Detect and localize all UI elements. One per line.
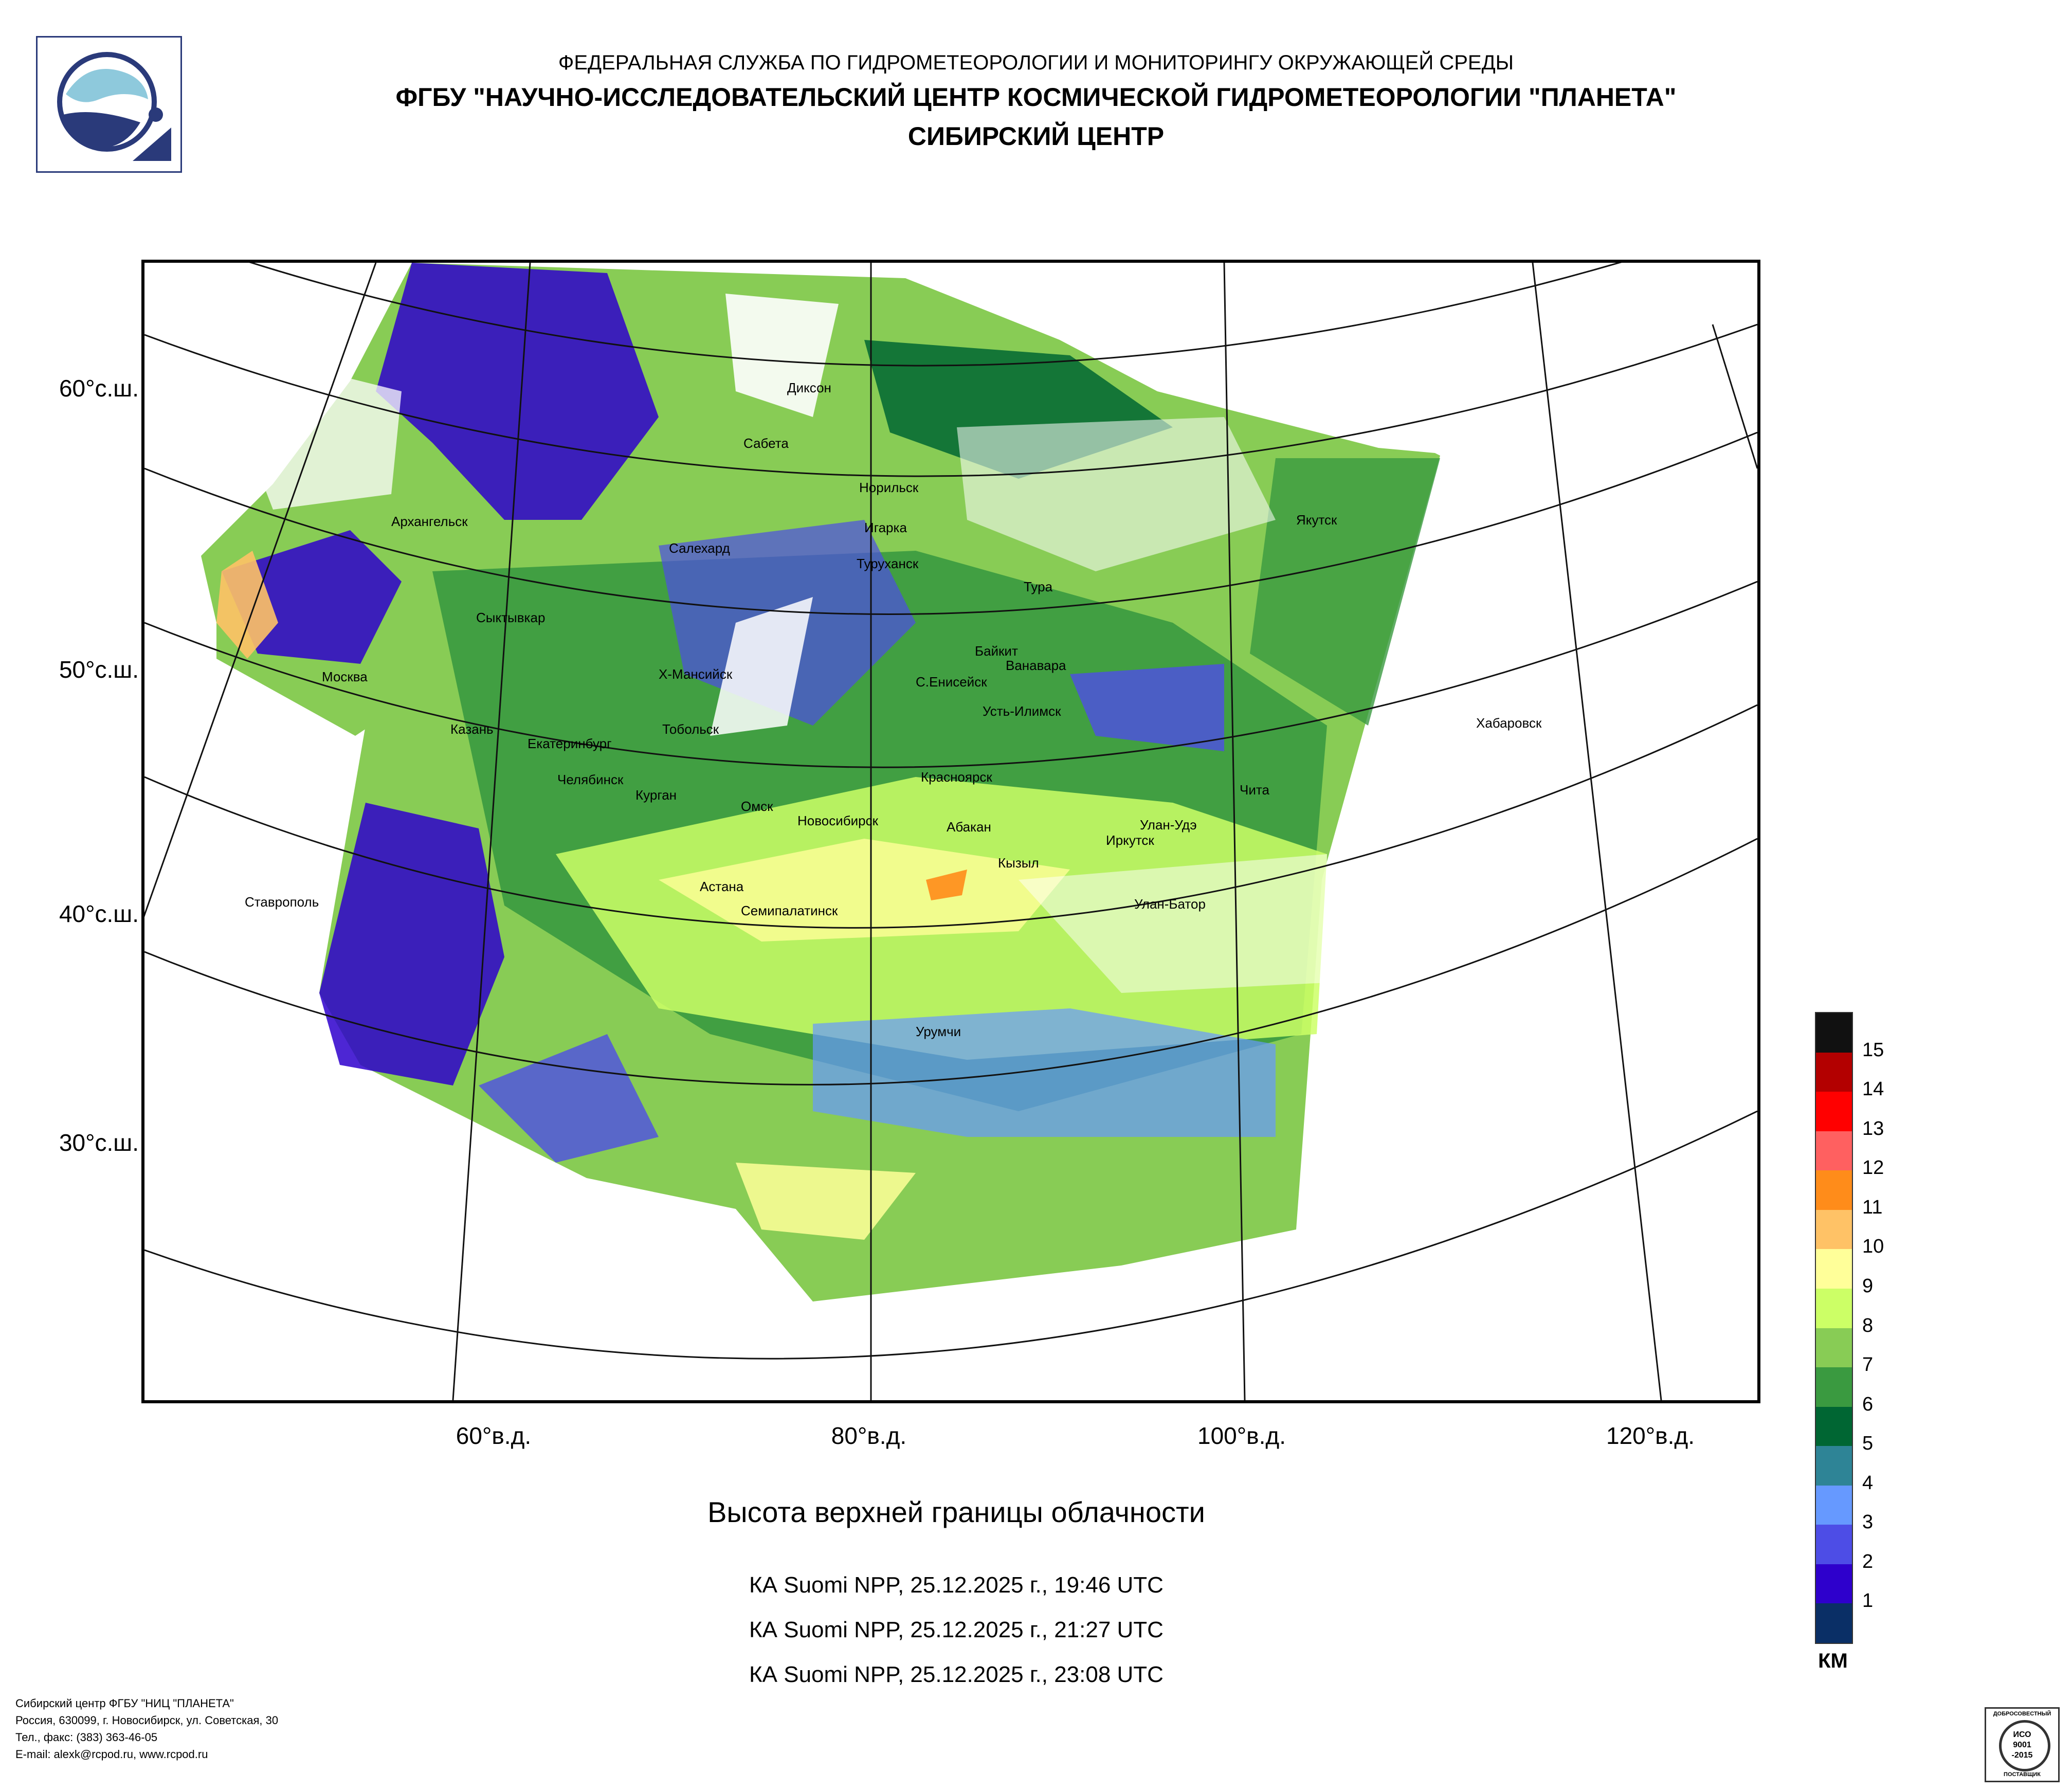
legend-swatch	[1816, 1328, 1852, 1368]
footer-address: Россия, 630099, г. Новосибирск, ул. Сове…	[15, 1714, 279, 1727]
center-name: СИБИРСКИЙ ЦЕНТР	[907, 122, 1165, 151]
satellite-pass: КА Suomi NPP, 25.12.2025 г., 21:27 UTC	[749, 1617, 1164, 1642]
cert-top: ДОБРОСОВЕСТНЫЙ	[1993, 1711, 2051, 1717]
city-label: Абакан	[947, 819, 991, 835]
legend-label: 3	[1862, 1511, 1874, 1533]
city-label: Архангельск	[391, 514, 468, 529]
city-label: Якутск	[1296, 512, 1337, 528]
city-label: Норильск	[859, 480, 919, 495]
city-label: Диксон	[787, 380, 831, 395]
legend-swatch	[1816, 1131, 1852, 1171]
legend-label: 10	[1862, 1236, 1884, 1258]
map-title: Высота верхней границы облачности	[707, 1496, 1205, 1528]
city-label: Астана	[700, 879, 744, 894]
legend-swatch	[1816, 1406, 1852, 1446]
legend-label: 9	[1862, 1275, 1874, 1297]
legend-swatch	[1816, 1209, 1852, 1250]
city-label: Тобольск	[662, 721, 719, 737]
map-canvas	[144, 263, 1757, 1400]
legend-label: 7	[1862, 1354, 1874, 1376]
city-label: Урумчи	[916, 1024, 961, 1039]
legend-swatch	[1816, 1367, 1852, 1407]
legend-label: 2	[1862, 1550, 1874, 1572]
cert-line1: ИСО	[2013, 1730, 2031, 1739]
city-label: Семипалатинск	[741, 903, 838, 918]
lon-label: 120°в.д.	[1606, 1422, 1695, 1449]
legend-label: 6	[1862, 1393, 1874, 1415]
city-label: Ставрополь	[245, 894, 319, 910]
planeta-logo	[36, 36, 182, 173]
legend-label: 5	[1862, 1433, 1874, 1455]
lat-label: 40°с.ш.	[59, 900, 139, 927]
lat-label: 50°с.ш.	[59, 656, 139, 683]
cloud-top-height-map: Диксон Сабета Норильск Игарка Туруханск …	[141, 260, 1760, 1403]
legend-swatch	[1816, 1092, 1852, 1132]
city-label: Улан-Удэ	[1140, 817, 1197, 833]
legend-label: 1	[1862, 1590, 1874, 1612]
footer-org: Сибирский центр ФГБУ "НИЦ "ПЛАНЕТА"	[15, 1697, 234, 1710]
legend-label: 4	[1862, 1472, 1874, 1494]
city-label: Туруханск	[857, 556, 919, 571]
city-label: Сыктывкар	[476, 610, 546, 625]
footer-phone: Тел., факс: (383) 363-46-05	[15, 1731, 158, 1744]
legend-label: 14	[1862, 1078, 1884, 1100]
city-label: С.Енисейск	[916, 674, 987, 690]
cert-line3: -2015	[2011, 1751, 2033, 1760]
iso-certificate-badge: ДОБРОСОВЕСТНЫЙ ИСО 9001 -2015 ПОСТАВЩИК	[1985, 1707, 2060, 1782]
legend-swatch	[1816, 1485, 1852, 1525]
legend-swatch	[1816, 1170, 1852, 1210]
institute-name: ФГБУ "НАУЧНО-ИССЛЕДОВАТЕЛЬСКИЙ ЦЕНТР КОС…	[395, 83, 1677, 112]
city-label: Екатеринбург	[528, 736, 612, 751]
lat-label: 30°с.ш.	[59, 1129, 139, 1156]
city-label: Иркутск	[1106, 833, 1154, 848]
city-label: Хабаровск	[1476, 715, 1542, 731]
city-label: Казань	[450, 721, 494, 737]
agency-name: ФЕДЕРАЛЬНАЯ СЛУЖБА ПО ГИДРОМЕТЕОРОЛОГИИ …	[558, 51, 1514, 74]
legend-swatch	[1816, 1446, 1852, 1486]
legend-swatch	[1816, 1249, 1852, 1289]
city-label: Курган	[635, 787, 677, 803]
city-label: Игарка	[864, 520, 907, 535]
city-label: Байкит	[975, 643, 1018, 659]
color-legend	[1815, 1012, 1853, 1644]
satellite-pass: КА Suomi NPP, 25.12.2025 г., 19:46 UTC	[749, 1572, 1164, 1598]
legend-swatch	[1816, 1013, 1852, 1053]
legend-swatch	[1816, 1288, 1852, 1328]
legend-label: 11	[1862, 1196, 1883, 1218]
lon-label: 60°в.д.	[456, 1422, 532, 1449]
city-label: Улан-Батор	[1134, 896, 1206, 912]
legend-swatch	[1816, 1525, 1852, 1565]
footer-email: E-mail: alexk@rcpod.ru, www.rcpod.ru	[15, 1748, 208, 1761]
cert-bottom: ПОСТАВЩИК	[2004, 1771, 2041, 1778]
city-label: Челябинск	[557, 772, 624, 787]
legend-label: 13	[1862, 1117, 1884, 1139]
city-label: Новосибирск	[797, 813, 878, 828]
city-label: Тура	[1024, 579, 1053, 594]
legend-unit: КМ	[1818, 1650, 1848, 1672]
legend-swatch	[1816, 1603, 1852, 1643]
legend-swatch	[1816, 1564, 1852, 1604]
legend-swatch	[1816, 1052, 1852, 1092]
city-label: Кызыл	[998, 855, 1039, 871]
logo-emblem-icon	[57, 52, 171, 161]
city-label: Ванавара	[1006, 658, 1066, 673]
legend-label: 15	[1862, 1039, 1884, 1061]
legend-label: 8	[1862, 1314, 1874, 1336]
lon-label: 80°в.д.	[831, 1422, 907, 1449]
city-label: Красноярск	[921, 769, 992, 785]
city-label: Х-Мансийск	[659, 666, 733, 682]
graticule	[144, 263, 1757, 1400]
cert-line2: 9001	[2013, 1741, 2031, 1749]
legend-label: 12	[1862, 1157, 1884, 1179]
city-label: Москва	[322, 669, 368, 684]
city-label: Усть-Илимск	[983, 703, 1061, 719]
city-label: Сабета	[743, 436, 789, 451]
lon-label: 100°в.д.	[1197, 1422, 1286, 1449]
satellite-pass: КА Suomi NPP, 25.12.2025 г., 23:08 UTC	[749, 1662, 1164, 1687]
lat-label: 60°с.ш.	[59, 375, 139, 402]
city-label: Салехард	[669, 540, 730, 556]
city-label: Омск	[741, 799, 773, 814]
city-label: Чита	[1240, 782, 1269, 798]
